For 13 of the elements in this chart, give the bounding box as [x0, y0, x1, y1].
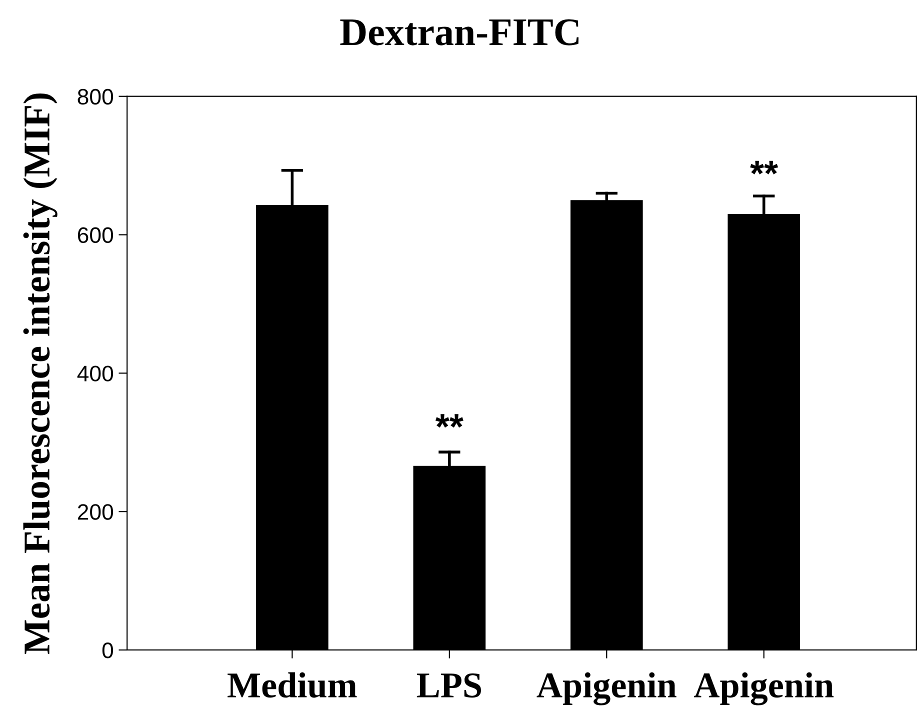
- y-tick-label: 200: [78, 504, 114, 520]
- x-tick-label: Apigenin: [536, 672, 676, 706]
- y-tick-label: 800: [78, 88, 114, 105]
- x-tick-label: Apigenin: [694, 672, 834, 706]
- y-tick-label: 400: [77, 366, 114, 382]
- y-tick-label: 600: [78, 227, 114, 244]
- y-axis-title: Mean Fluorescence intensity (MIF): [23, 93, 58, 654]
- annotation: **: [435, 414, 464, 428]
- x-tick-label: Medium: [228, 672, 357, 698]
- chart-title: Dextran-FITC: [340, 19, 578, 46]
- annotation: **: [750, 160, 778, 174]
- x-tick-label: LPS: [416, 673, 482, 698]
- y-tick-label: 0: [102, 642, 114, 658]
